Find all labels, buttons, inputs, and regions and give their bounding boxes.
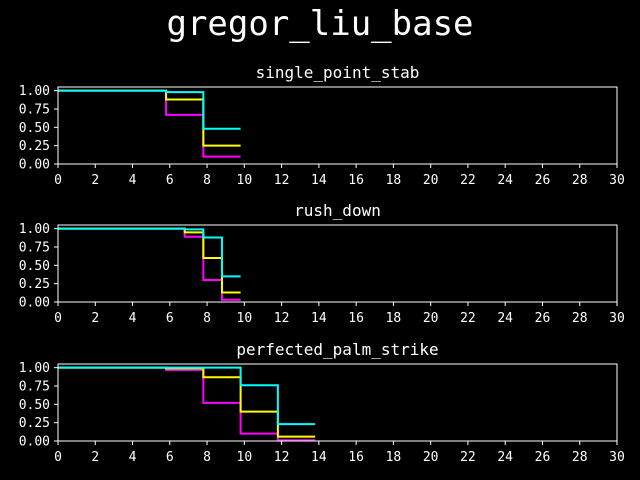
- axes-frame: [57, 363, 618, 442]
- y-tick-label: 0.50: [19, 398, 50, 413]
- subplot-title: perfected_palm_strike: [236, 340, 438, 359]
- series-line-2: [58, 366, 316, 438]
- y-tick-label: 1.00: [19, 84, 50, 99]
- y-tick-label: 0.50: [19, 121, 50, 136]
- x-tick-label: 18: [386, 173, 402, 188]
- series-line-2: [58, 89, 241, 147]
- y-tick-label: 0.00: [19, 435, 50, 450]
- x-tick-label: 18: [386, 311, 402, 326]
- x-tick-label: 30: [609, 311, 625, 326]
- x-tick-label: 8: [203, 173, 211, 188]
- x-tick-label: 24: [497, 311, 513, 326]
- x-tick-label: 14: [311, 450, 327, 465]
- series-line-3: [58, 227, 241, 278]
- x-tick-label: 20: [423, 450, 439, 465]
- y-tick-label: 0.75: [19, 380, 50, 395]
- x-tick-label: 0: [54, 450, 62, 465]
- x-tick-label: 4: [129, 173, 137, 188]
- x-tick-label: 20: [423, 311, 439, 326]
- x-tick-label: 22: [460, 173, 476, 188]
- x-tick-label: 18: [386, 450, 402, 465]
- x-tick-label: 10: [237, 311, 253, 326]
- series-line-1: [58, 227, 241, 301]
- x-tick-label: 8: [203, 450, 211, 465]
- x-tick-label: 26: [535, 450, 551, 465]
- x-tick-label: 26: [535, 173, 551, 188]
- y-tick-label: 0.75: [19, 241, 50, 256]
- y-tick-label: 0.50: [19, 259, 50, 274]
- x-tick-label: 12: [274, 450, 290, 465]
- x-tick-label: 10: [237, 450, 253, 465]
- x-tick-label: 24: [497, 173, 513, 188]
- x-tick-label: 28: [572, 173, 588, 188]
- x-tick-label: 2: [91, 450, 99, 465]
- subplot-title: rush_down: [294, 201, 381, 220]
- y-tick-label: 1.00: [19, 361, 50, 376]
- x-tick-label: 0: [54, 173, 62, 188]
- x-tick-label: 30: [609, 450, 625, 465]
- series-line-3: [58, 89, 241, 130]
- x-tick-label: 2: [91, 311, 99, 326]
- series-line-1: [58, 89, 241, 158]
- x-tick-label: 4: [129, 311, 137, 326]
- x-tick-label: 14: [311, 311, 327, 326]
- y-tick-label: 0.00: [19, 158, 50, 173]
- x-tick-label: 26: [535, 311, 551, 326]
- x-tick-label: 16: [348, 450, 364, 465]
- x-tick-label: 16: [348, 311, 364, 326]
- y-tick-label: 0.25: [19, 416, 50, 431]
- axes-frame: [57, 86, 618, 165]
- x-tick-label: 20: [423, 173, 439, 188]
- y-tick-label: 0.25: [19, 277, 50, 292]
- x-tick-label: 28: [572, 450, 588, 465]
- x-tick-label: 2: [91, 173, 99, 188]
- x-tick-label: 30: [609, 173, 625, 188]
- y-tick-label: 1.00: [19, 222, 50, 237]
- x-tick-label: 12: [274, 311, 290, 326]
- series-line-3: [58, 366, 316, 426]
- x-tick-label: 10: [237, 173, 253, 188]
- x-tick-label: 16: [348, 173, 364, 188]
- y-tick-label: 0.75: [19, 103, 50, 118]
- figure-title: gregor_liu_base: [166, 4, 474, 44]
- x-tick-label: 4: [129, 450, 137, 465]
- x-tick-label: 28: [572, 311, 588, 326]
- x-tick-label: 24: [497, 450, 513, 465]
- x-tick-label: 14: [311, 173, 327, 188]
- x-tick-label: 6: [166, 173, 174, 188]
- x-tick-label: 0: [54, 311, 62, 326]
- x-tick-label: 22: [460, 311, 476, 326]
- x-tick-label: 22: [460, 450, 476, 465]
- x-tick-label: 12: [274, 173, 290, 188]
- x-tick-label: 6: [166, 311, 174, 326]
- y-tick-label: 0.25: [19, 139, 50, 154]
- x-tick-label: 8: [203, 311, 211, 326]
- x-tick-label: 6: [166, 450, 174, 465]
- series-line-1: [58, 366, 316, 442]
- subplot-title: single_point_stab: [256, 63, 420, 82]
- y-tick-label: 0.00: [19, 296, 50, 311]
- axes-frame: [57, 224, 618, 303]
